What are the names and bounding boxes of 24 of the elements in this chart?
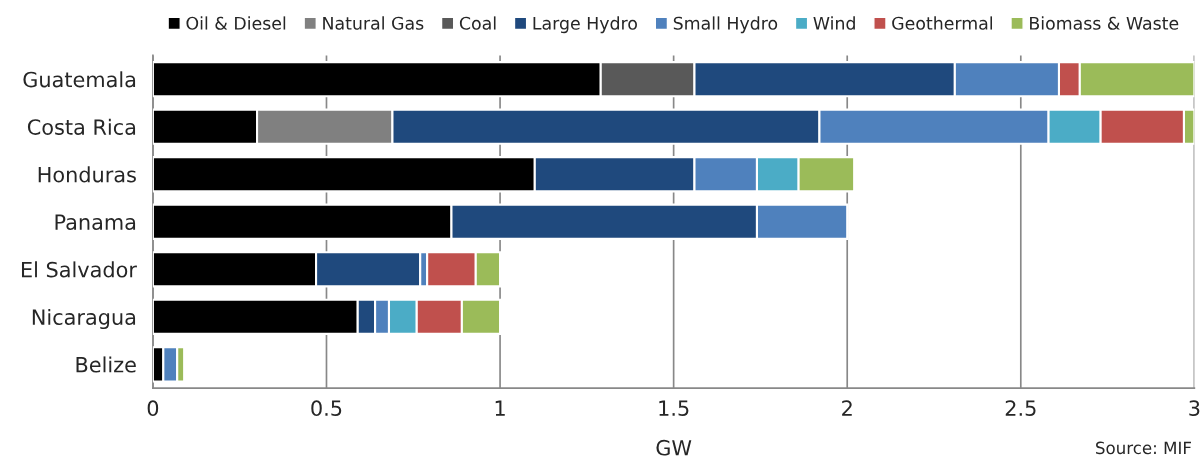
x-axis-title: GW [656, 439, 692, 456]
x-tick-label: 2 [842, 400, 852, 416]
legend-label: Small Hydro [673, 16, 778, 34]
x-tick-label: 3 [1189, 400, 1200, 417]
x-tick-label: 0.5 [311, 400, 342, 417]
y-tick-label: Nicaragua [32, 308, 136, 330]
x-tick-label: 0 [147, 400, 159, 417]
x-tick-label: 2.5 [1005, 400, 1036, 417]
y-tick-label: Honduras [38, 166, 136, 183]
x-tick-label: 1.5 [659, 400, 689, 417]
y-tick-label: El Salvador [21, 261, 137, 278]
source-note: Source: MIF [1096, 441, 1191, 455]
y-tick-label: Belize [76, 356, 136, 373]
legend-label: Oil & Diesel [186, 16, 286, 30]
legend-label: Wind [813, 16, 855, 30]
legend-label: Large Hydro [533, 16, 637, 34]
y-tick-label: Guatemala [23, 71, 136, 88]
y-tick-label: Panama [55, 214, 136, 230]
legend-label: Natural Gas [323, 16, 424, 30]
y-tick-label: Costa Rica [27, 118, 136, 135]
legend-label: Geothermal [892, 16, 993, 30]
legend-label: Biomass & Waste [1030, 16, 1179, 30]
legend-label: Coal [459, 16, 496, 30]
x-tick-label: 1 [495, 400, 505, 416]
